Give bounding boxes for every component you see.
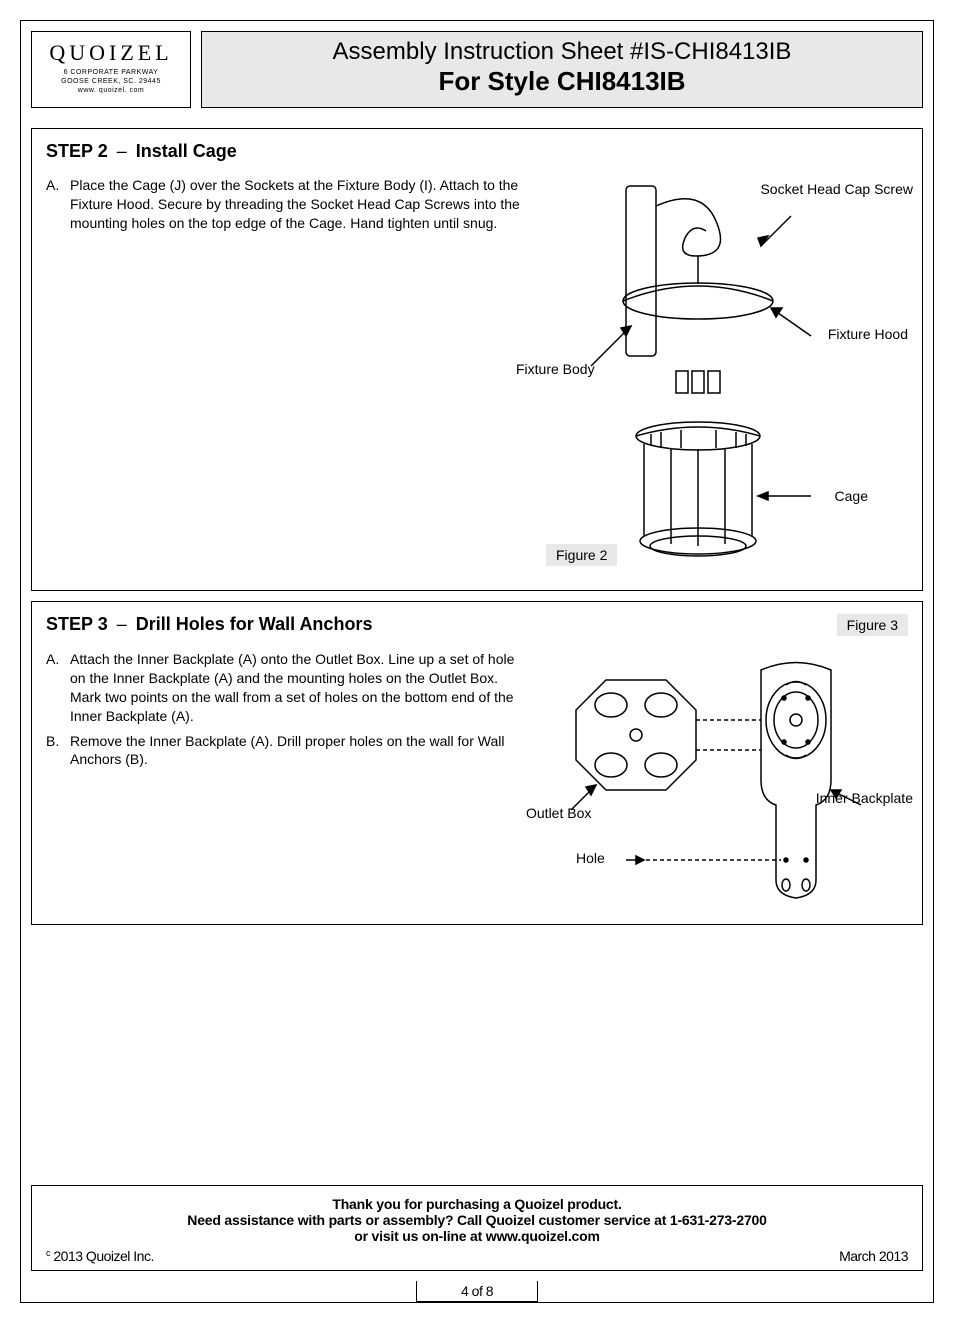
callout-fixture-body-text: Fixture Body	[516, 361, 595, 377]
step3-instructions: A. Attach the Inner Backplate (A) onto t…	[46, 650, 526, 910]
step3-content: A. Attach the Inner Backplate (A) onto t…	[46, 650, 908, 910]
callout-outlet-box: Outlet Box	[526, 805, 591, 822]
step2-title: Install Cage	[136, 141, 237, 161]
step2-dash: –	[117, 141, 127, 161]
step2-instructions: A. Place the Cage (J) over the Sockets a…	[46, 176, 526, 576]
footer-date: March 2013	[839, 1248, 908, 1264]
step2-box: STEP 2 – Install Cage A. Place the Cage …	[31, 128, 923, 591]
callout-socket-head-text: Socket Head Cap Screw	[760, 181, 913, 197]
step3-heading: STEP 3 – Drill Holes for Wall Anchors Fi…	[46, 614, 908, 636]
logo-addr-line2: GOOSE CREEK, SC. 29445	[61, 78, 161, 85]
callout-hole: Hole	[576, 850, 605, 867]
footer-bottom: c 2013 Quoizel Inc. March 2013	[46, 1248, 908, 1264]
callout-fixture-hood-text: Fixture Hood	[828, 326, 908, 342]
callout-hole-text: Hole	[576, 850, 605, 866]
step2-content: A. Place the Cage (J) over the Sockets a…	[46, 176, 908, 576]
header-row: QUOIZEL 6 CORPORATE PARKWAY GOOSE CREEK,…	[21, 21, 933, 118]
step3-item-a-letter: A.	[46, 650, 70, 726]
step3-dash: –	[117, 614, 127, 634]
title-box: Assembly Instruction Sheet #IS-CHI8413IB…	[201, 31, 923, 108]
callout-outlet-box-text: Outlet Box	[526, 805, 591, 821]
callout-cage: Cage	[835, 488, 868, 505]
page: QUOIZEL 6 CORPORATE PARKWAY GOOSE CREEK,…	[20, 20, 934, 1303]
title-line2: For Style CHI8413IB	[212, 66, 912, 97]
step2-figure: Socket Head Cap Screw Fixture Hood Fixtu…	[536, 176, 908, 576]
footer-assist: Need assistance with parts or assembly? …	[46, 1212, 908, 1228]
callout-fixture-body: Fixture Body	[516, 361, 595, 378]
logo-addr-line1: 6 CORPORATE PARKWAY	[64, 69, 159, 76]
logo-address: 6 CORPORATE PARKWAY GOOSE CREEK, SC. 294…	[44, 68, 178, 95]
callout-socket-head: Socket Head Cap Screw	[760, 181, 913, 198]
callout-inner-backplate: Inner Backplate	[816, 790, 913, 807]
footer-visit: or visit us on-line at www.quoizel.com	[46, 1228, 908, 1244]
step3-box: STEP 3 – Drill Holes for Wall Anchors Fi…	[31, 601, 923, 925]
figure3-label: Figure 3	[837, 614, 908, 636]
step2-item-a-letter: A.	[46, 176, 70, 233]
step2-item-a-text: Place the Cage (J) over the Sockets at t…	[70, 176, 526, 233]
footer-thank: Thank you for purchasing a Quoizel produ…	[46, 1196, 908, 1212]
step3-item-b-letter: B.	[46, 732, 70, 770]
footer-copyright: c 2013 Quoizel Inc.	[46, 1248, 154, 1264]
figure2-label: Figure 2	[546, 544, 617, 566]
step3-title: Drill Holes for Wall Anchors	[136, 614, 373, 634]
figure3-diagram	[536, 650, 906, 910]
footer-box: Thank you for purchasing a Quoizel produ…	[31, 1185, 923, 1271]
step3-item-b: B. Remove the Inner Backplate (A). Drill…	[46, 732, 526, 770]
step2-item-a: A. Place the Cage (J) over the Sockets a…	[46, 176, 526, 233]
callout-inner-backplate-text: Inner Backplate	[816, 790, 913, 806]
callout-cage-text: Cage	[835, 488, 868, 504]
step3-figure: Outlet Box Hole Inner Backplate	[536, 650, 908, 910]
copyright-text: 2013 Quoizel Inc.	[53, 1248, 153, 1264]
step3-item-a-text: Attach the Inner Backplate (A) onto the …	[70, 650, 526, 726]
page-number: 4 of 8	[416, 1281, 538, 1302]
title-line1: Assembly Instruction Sheet #IS-CHI8413IB	[212, 38, 912, 66]
logo-addr-line3: www. quoizel. com	[78, 87, 144, 94]
logo-box: QUOIZEL 6 CORPORATE PARKWAY GOOSE CREEK,…	[31, 31, 191, 108]
step2-prefix: STEP 2	[46, 141, 108, 161]
step3-item-b-text: Remove the Inner Backplate (A). Drill pr…	[70, 732, 526, 770]
step3-item-a: A. Attach the Inner Backplate (A) onto t…	[46, 650, 526, 726]
callout-fixture-hood: Fixture Hood	[828, 326, 908, 343]
step3-prefix: STEP 3	[46, 614, 108, 634]
copyright-symbol: c	[46, 1248, 50, 1258]
logo-brand: QUOIZEL	[44, 40, 178, 66]
step2-heading: STEP 2 – Install Cage	[46, 141, 908, 162]
